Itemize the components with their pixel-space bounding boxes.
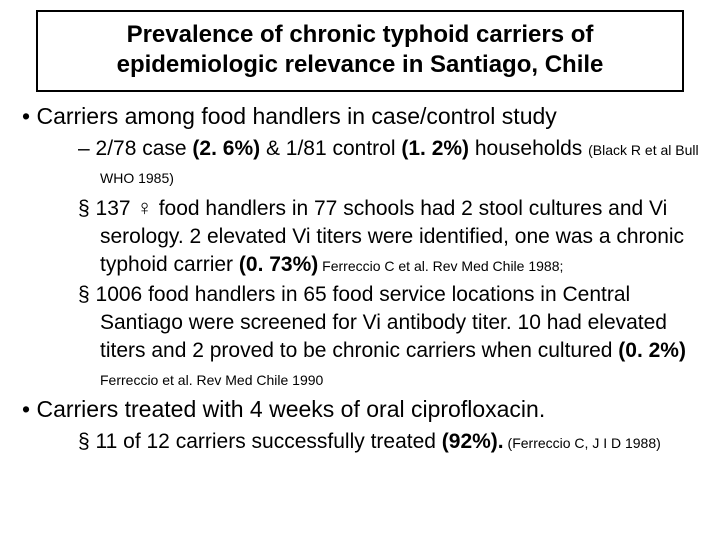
bullet1-text: Carriers among food handlers in case/con…	[36, 103, 556, 129]
sub-case-control: 2/78 case (2. 6%) & 1/81 control (1. 2%)…	[78, 135, 706, 190]
sub-schools: 137 ♀ food handlers in 77 schools had 2 …	[78, 193, 706, 278]
sub1-mid: & 1/81 control	[260, 137, 401, 160]
bullet-carriers-foodhandlers: Carriers among food handlers in case/con…	[22, 102, 706, 392]
title-box: Prevalence of chronic typhoid carriers o…	[36, 10, 684, 92]
sub-treated: 11 of 12 carriers successfully treated (…	[78, 428, 706, 456]
sub-foodservice: 1006 food handlers in 65 food service lo…	[78, 281, 706, 392]
slide-title: Prevalence of chronic typhoid carriers o…	[58, 20, 662, 80]
female-icon: ♀	[136, 195, 153, 220]
sub4-pct: (92%).	[442, 430, 504, 453]
sublist-1: 2/78 case (2. 6%) & 1/81 control (1. 2%)…	[42, 135, 706, 392]
sub3-cite: Ferreccio et al. Rev Med Chile 1990	[100, 372, 323, 388]
bullet-treatment: Carriers treated with 4 weeks of oral ci…	[22, 395, 706, 456]
sub4-cite: (Ferreccio C, J I D 1988)	[504, 435, 661, 451]
sub2-cite: Ferreccio C et al. Rev Med Chile 1988;	[318, 258, 563, 274]
slide: Prevalence of chronic typhoid carriers o…	[0, 0, 720, 540]
sub1-pct1: (2. 6%)	[192, 137, 260, 160]
sublist-2: 11 of 12 carriers successfully treated (…	[42, 428, 706, 456]
sub3-pct: (0. 2%)	[618, 339, 686, 362]
sub2-pct: (0. 73%)	[239, 253, 318, 276]
sub2-n: 137	[96, 197, 137, 220]
bullet2-text: Carriers treated with 4 weeks of oral ci…	[36, 396, 545, 422]
sub1-pre: 2/78 case	[96, 137, 193, 160]
sub1-post: households	[469, 137, 588, 160]
sub4-pre: 11 of 12 carriers successfully treated	[96, 430, 442, 453]
sub1-pct2: (1. 2%)	[401, 137, 469, 160]
bullet-list: Carriers among food handlers in case/con…	[14, 102, 706, 456]
sub3-pre: 1006 food handlers in 65 food service lo…	[96, 283, 667, 361]
